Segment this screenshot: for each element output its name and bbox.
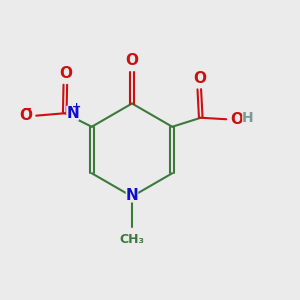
Text: O: O [59,66,72,81]
Text: +: + [72,102,81,112]
Text: N: N [66,106,79,121]
Text: −: − [23,104,33,114]
Text: O: O [230,112,243,127]
Text: O: O [125,53,139,68]
Text: O: O [193,70,206,86]
Text: H: H [242,111,254,125]
Text: CH₃: CH₃ [119,233,145,246]
Text: N: N [126,188,138,202]
Text: O: O [20,108,33,123]
